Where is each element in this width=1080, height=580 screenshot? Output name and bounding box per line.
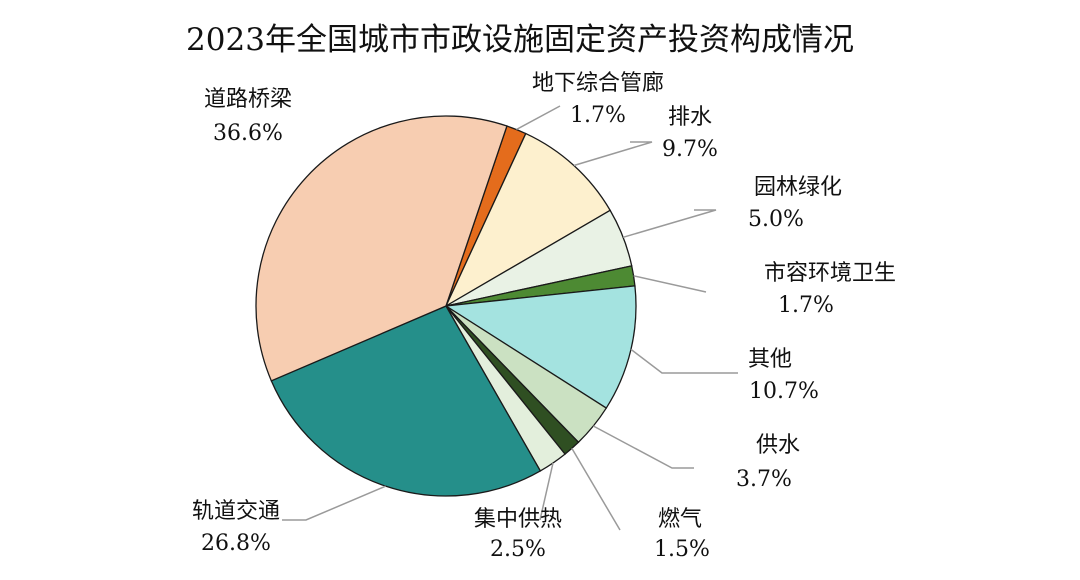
pie-slice bbox=[255, 115, 508, 382]
slice-name-label: 供水 bbox=[756, 433, 800, 458]
slice-name-label: 园林绿化 bbox=[754, 175, 842, 200]
pie-slices bbox=[255, 115, 637, 497]
leader-lines bbox=[282, 105, 738, 531]
slice-name-label: 地下综合管廊 bbox=[532, 71, 664, 96]
leader-line bbox=[539, 462, 554, 521]
slice-name-label: 轨道交通 bbox=[192, 499, 280, 524]
leader-line bbox=[630, 348, 738, 374]
slice-percent-label: 2.5% bbox=[490, 537, 546, 562]
slice-percent-label: 26.8% bbox=[201, 531, 271, 556]
pie-slice bbox=[444, 285, 637, 409]
pie-slice bbox=[270, 305, 542, 497]
leader-line bbox=[633, 275, 707, 293]
leader-line bbox=[282, 485, 386, 521]
leader-line bbox=[592, 425, 694, 469]
slice-percent-label: 10.7% bbox=[749, 379, 819, 404]
slice-percent-label: 9.7% bbox=[662, 137, 718, 162]
slice-percent-label: 1.5% bbox=[654, 537, 710, 562]
leader-line bbox=[573, 141, 653, 167]
slice-name-label: 其他 bbox=[748, 347, 792, 372]
leader-line bbox=[516, 105, 561, 131]
leader-line bbox=[571, 447, 621, 531]
slice-percent-label: 3.7% bbox=[736, 467, 792, 492]
slice-labels: 地下综合管廊 1.7% 排水 9.7% 园林绿化 5.0% 市容环境卫生 1.7% 其他 10.7… bbox=[192, 71, 896, 562]
slice-name-label: 集中供热 bbox=[474, 507, 562, 532]
slice-name-label: 道路桥梁 bbox=[204, 87, 292, 112]
chart-title: 2023年全国城市市政设施固定资产投资构成情况 bbox=[186, 22, 854, 58]
slice-name-label: 排水 bbox=[668, 105, 712, 130]
leader-line bbox=[622, 209, 717, 239]
slice-percent-label: 1.7% bbox=[778, 293, 834, 318]
slice-percent-label: 5.0% bbox=[748, 207, 804, 232]
slice-percent-label: 36.6% bbox=[213, 121, 283, 146]
pie-slice bbox=[444, 132, 612, 308]
slice-name-label: 燃气 bbox=[658, 507, 702, 532]
slice-name-label: 市容环境卫生 bbox=[764, 261, 896, 286]
slice-percent-label: 1.7% bbox=[570, 103, 626, 128]
